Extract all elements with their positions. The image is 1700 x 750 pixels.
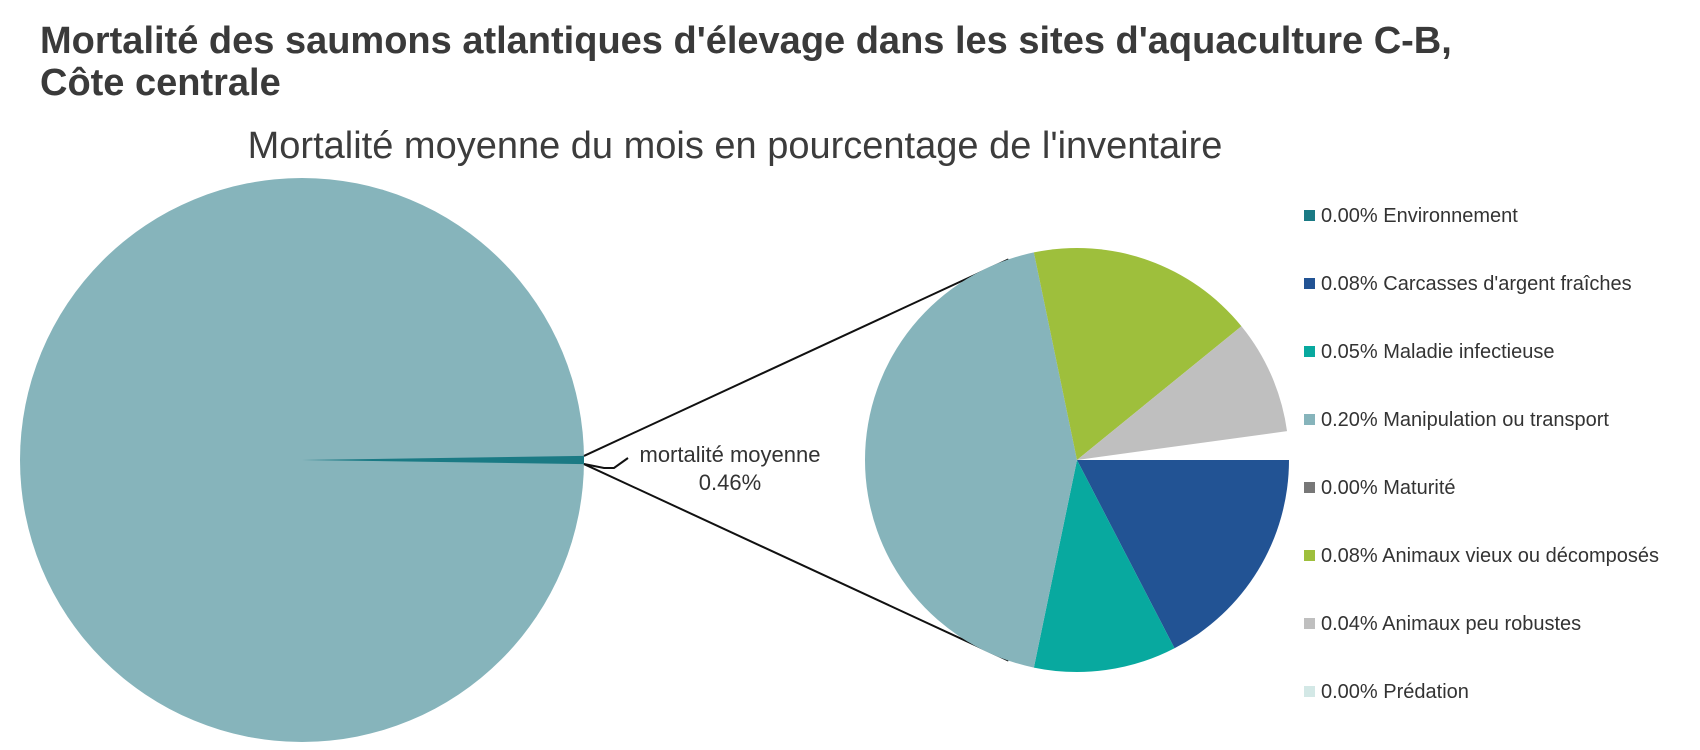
chart-title: Mortalité des saumons atlantiques d'élev… [40,20,1680,104]
total-label-line-1: mortalité moyenne [640,442,821,467]
legend-label-5: 0.08% Animaux vieux ou décomposés [1321,545,1659,567]
legend-swatch-1 [1304,278,1315,289]
main-pie [20,178,585,742]
secondary-pie-slice-5 [1033,247,1242,460]
legend-label-6: 0.04% Animaux peu robustes [1321,613,1581,635]
legend-item-1: 0.08% Carcasses d'argent fraîches [1304,273,1632,295]
legend-label-7: 0.00% Prédation [1321,681,1469,703]
secondary-pie-slice-2 [1033,460,1175,672]
legend-label-4: 0.00% Maturité [1321,477,1456,499]
legend-label-2: 0.05% Maladie infectieuse [1321,341,1554,363]
secondary-pie-slice-3 [864,252,1077,668]
total-label-leader-line [583,457,629,469]
total-label: mortalité moyenne 0.46% [640,442,821,495]
legend-swatch-0 [1304,210,1315,221]
total-label-line-2: 0.46% [699,470,761,495]
legend-item-5: 0.08% Animaux vieux ou décomposés [1304,545,1659,567]
legend-swatch-6 [1304,618,1315,629]
main-pie-mortality-slice [302,455,585,465]
legend-label-1: 0.08% Carcasses d'argent fraîches [1321,273,1632,295]
chart-title-line-2: Côte centrale [40,62,281,104]
legend-item-4: 0.00% Maturité [1304,477,1456,499]
secondary-pie [864,247,1289,672]
secondary-pie-slice-1 [1077,460,1289,649]
legend-item-2: 0.05% Maladie infectieuse [1304,341,1554,363]
legend-swatch-5 [1304,550,1315,561]
legend-item-3: 0.20% Manipulation ou transport [1304,409,1609,431]
connector-lines [583,258,1009,662]
chart-legend: 0.00% Environnement 0.08% Carcasses d'arg… [1304,205,1659,703]
chart-title-line-1: Mortalité des saumons atlantiques d'élev… [40,20,1452,62]
connector-line-bottom [583,463,1009,662]
legend-swatch-3 [1304,414,1315,425]
legend-item-7: 0.00% Prédation [1304,681,1469,703]
secondary-pie-slice-6 [1077,326,1288,460]
legend-swatch-4 [1304,482,1315,493]
chart-subtitle: Mortalité moyenne du mois en pourcentage… [248,125,1223,167]
legend-swatch-7 [1304,686,1315,697]
legend-swatch-2 [1304,346,1315,357]
legend-item-6: 0.04% Animaux peu robustes [1304,613,1581,635]
legend-label-0: 0.00% Environnement [1321,205,1518,227]
connector-line-top [583,258,1009,457]
legend-label-3: 0.20% Manipulation ou transport [1321,409,1609,431]
legend-item-0: 0.00% Environnement [1304,205,1518,227]
